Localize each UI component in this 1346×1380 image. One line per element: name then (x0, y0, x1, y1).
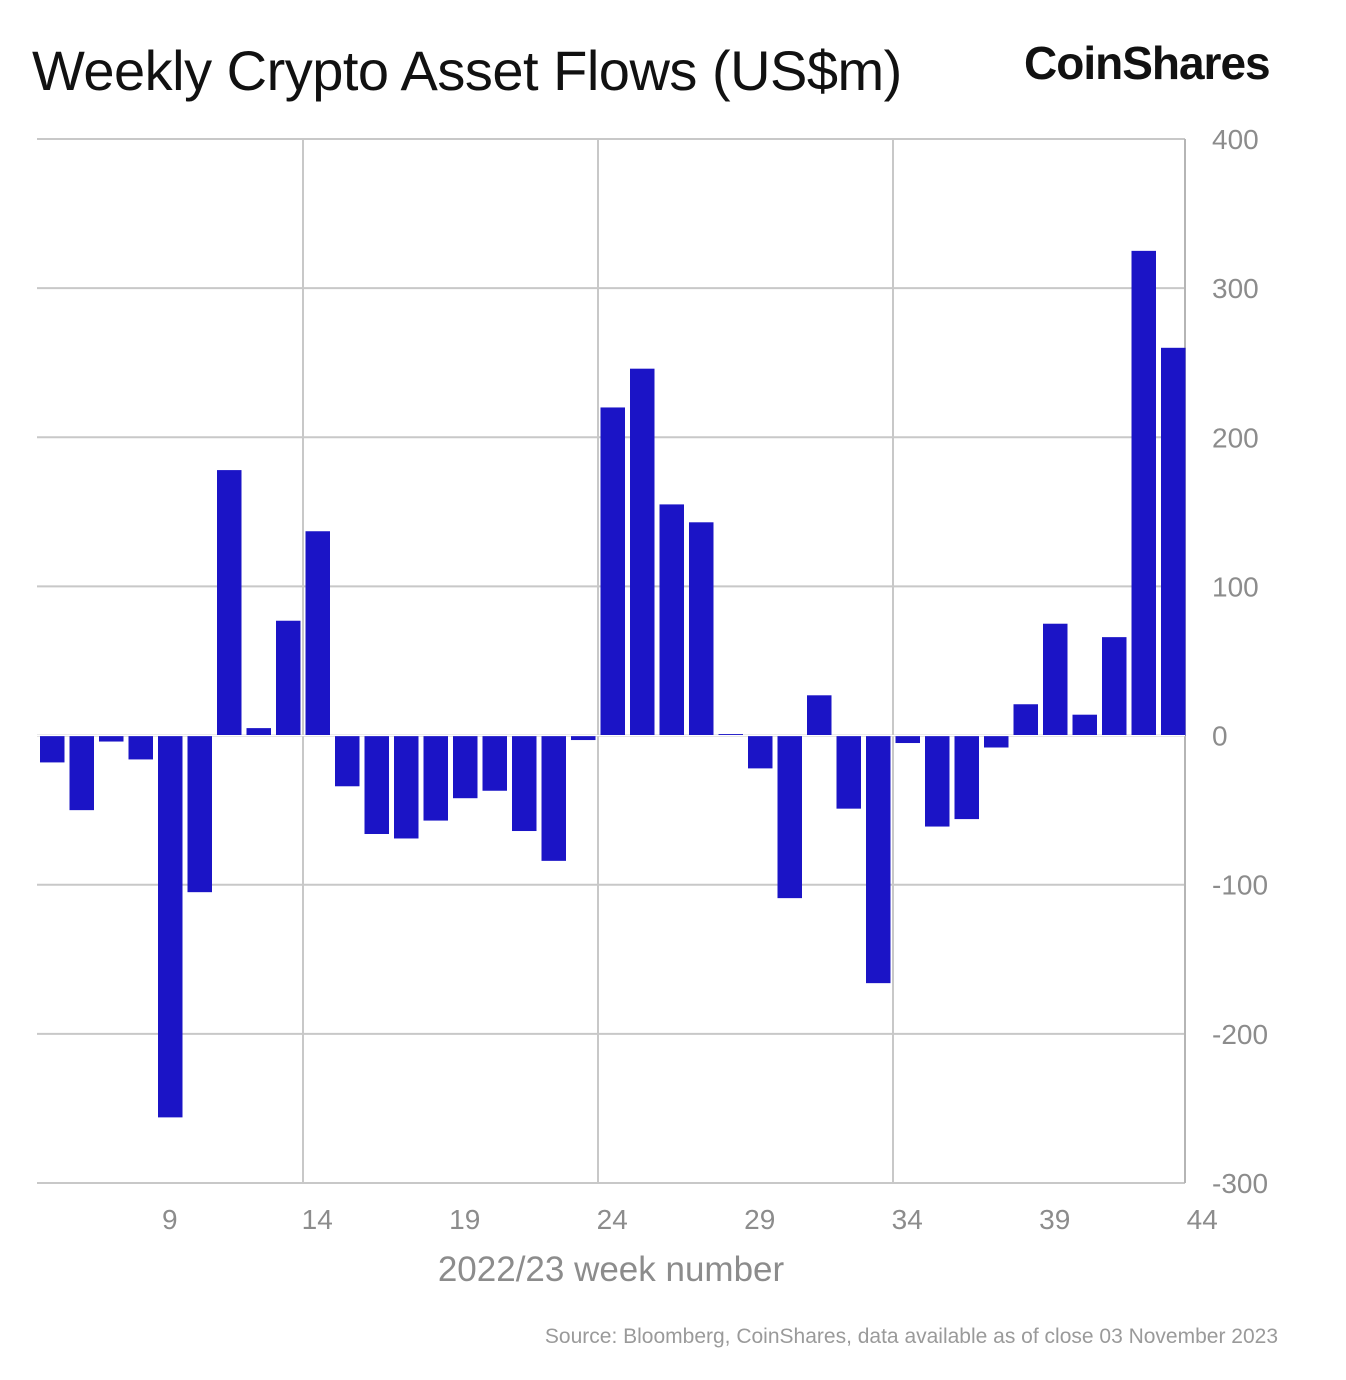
x-tick-label: 24 (597, 1204, 628, 1235)
bar-week-25 (630, 368, 655, 736)
bar-week-19 (453, 735, 478, 799)
x-axis-label: 2022/23 week number (438, 1250, 785, 1289)
bar-week-43 (1161, 347, 1186, 736)
bar-week-34 (895, 735, 920, 744)
bar-week-36 (954, 735, 979, 820)
bar-week-35 (925, 735, 950, 827)
bar-week-14 (305, 531, 330, 736)
y-tick-label: 200 (1212, 422, 1259, 453)
bar-week-11 (217, 470, 242, 736)
bar-week-7 (99, 735, 124, 742)
x-tick-label: 9 (162, 1204, 178, 1235)
bar-week-20 (482, 735, 507, 791)
coinshares-logo: CoinShares (1024, 37, 1271, 89)
bar-week-37 (984, 735, 1009, 748)
source-note: Source: Bloomberg, CoinShares, data avai… (544, 1325, 1278, 1348)
bar-week-27 (689, 522, 714, 736)
bar-chart: 400 300 200 100 0 -100 -200 -300 9 14 19 24 29 34 39 44… (37, 124, 1268, 1289)
x-tick-label: 29 (744, 1204, 775, 1235)
bar-week-12 (246, 728, 271, 736)
y-tick-label: 100 (1212, 571, 1259, 602)
bar-week-42 (1131, 250, 1156, 736)
x-tick-label: 19 (449, 1204, 480, 1235)
bar-week-41 (1102, 637, 1127, 736)
bar-week-5 (40, 735, 65, 763)
bar-week-17 (394, 735, 419, 839)
y-tick-label: -200 (1212, 1019, 1268, 1050)
y-tick-label: -100 (1212, 870, 1268, 901)
y-tick-label: 400 (1212, 124, 1259, 155)
bar-week-18 (423, 735, 448, 821)
bar-week-39 (1043, 623, 1068, 736)
bar-week-29 (748, 735, 773, 769)
bar-week-30 (777, 735, 802, 899)
bar-week-21 (512, 735, 537, 832)
bar-week-33 (866, 735, 891, 984)
bar-week-8 (128, 735, 153, 760)
bar-week-31 (807, 695, 832, 736)
bar-week-22 (541, 735, 566, 861)
x-tick-label: 44 (1187, 1204, 1218, 1235)
bar-week-10 (187, 735, 212, 893)
x-tick-label: 34 (892, 1204, 923, 1235)
bar-week-6 (69, 735, 94, 811)
bar-week-23 (571, 735, 596, 741)
bar-week-28 (718, 734, 743, 736)
bar-week-38 (1013, 704, 1038, 736)
bar-week-13 (276, 620, 301, 736)
chart-title: Weekly Crypto Asset Flows (US$m) (32, 39, 902, 102)
y-tick-label: 300 (1212, 273, 1259, 304)
bar-week-26 (659, 504, 684, 736)
bar-week-15 (335, 735, 360, 787)
bar-week-24 (600, 407, 625, 736)
y-tick-label: 0 (1212, 721, 1228, 752)
x-tick-label: 14 (302, 1204, 333, 1235)
bar-week-16 (364, 735, 389, 835)
bar-week-40 (1072, 714, 1097, 736)
y-tick-label: -300 (1212, 1168, 1268, 1199)
x-tick-label: 39 (1039, 1204, 1070, 1235)
bar-week-9 (158, 735, 183, 1118)
bar-week-32 (836, 735, 861, 809)
